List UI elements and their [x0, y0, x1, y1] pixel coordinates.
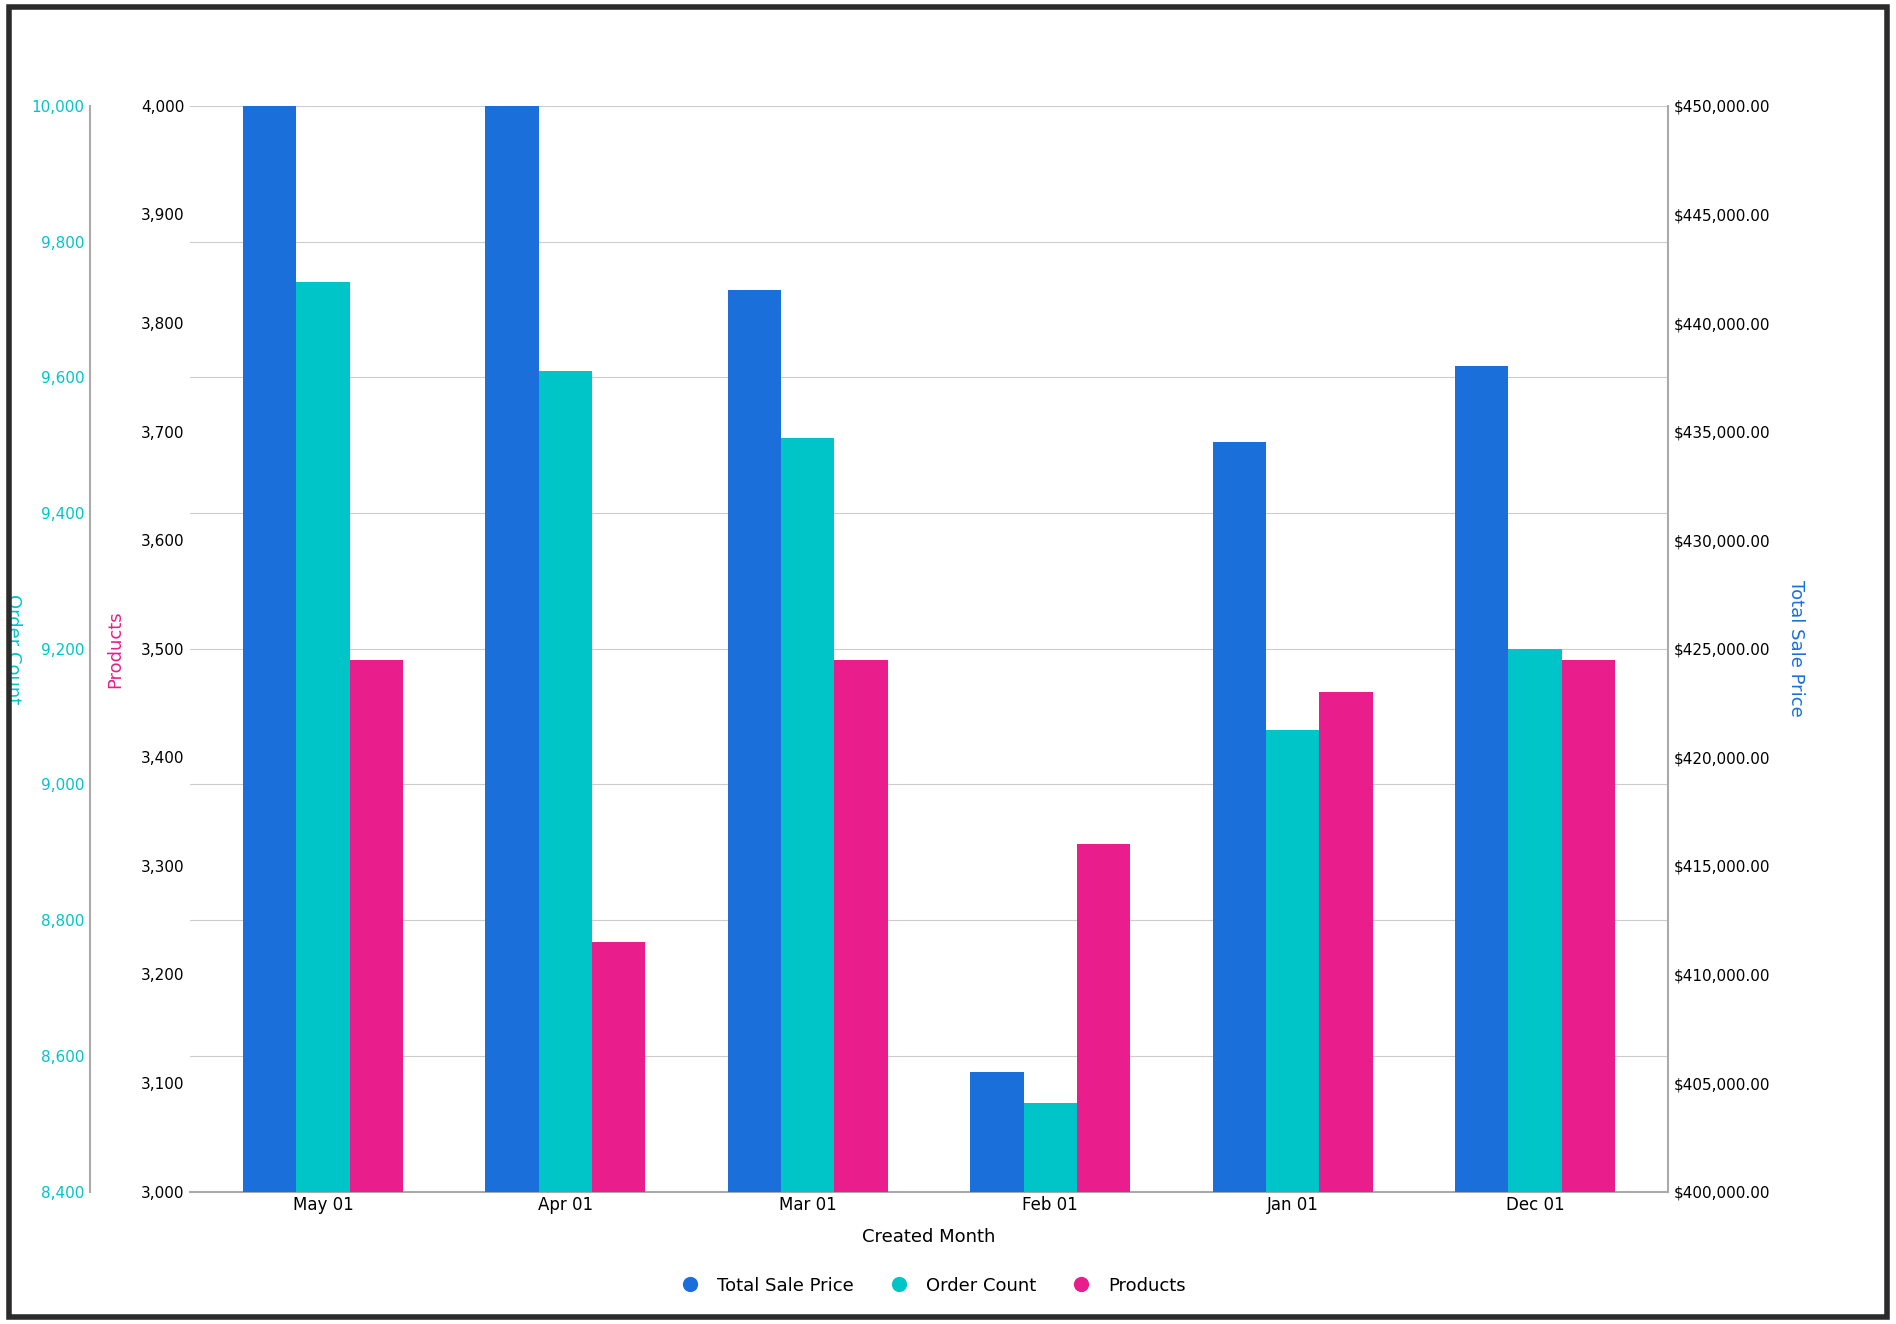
Bar — [971, 1072, 1024, 1324]
Bar — [538, 371, 592, 1324]
Bar — [1509, 649, 1562, 1324]
Bar — [1454, 367, 1509, 1324]
Y-axis label: Products: Products — [106, 610, 125, 687]
Bar — [296, 282, 349, 1324]
Y-axis label: Order Count: Order Count — [4, 593, 23, 704]
Legend: Total Sale Price, Order Count, Products: Total Sale Price, Order Count, Products — [665, 1270, 1193, 1301]
Bar — [834, 659, 887, 1324]
X-axis label: Created Month: Created Month — [863, 1229, 995, 1246]
Bar — [592, 941, 645, 1324]
Bar — [349, 659, 404, 1324]
Y-axis label: Total Sale Price: Total Sale Price — [1786, 580, 1805, 718]
Bar — [1267, 731, 1320, 1324]
Bar — [728, 290, 781, 1324]
Bar — [243, 106, 296, 1324]
Bar — [1320, 692, 1373, 1324]
Bar — [485, 106, 538, 1324]
Bar — [1213, 442, 1267, 1324]
Bar — [781, 438, 834, 1324]
Bar — [1024, 1103, 1077, 1324]
Bar — [1077, 845, 1130, 1324]
Bar — [1562, 659, 1615, 1324]
